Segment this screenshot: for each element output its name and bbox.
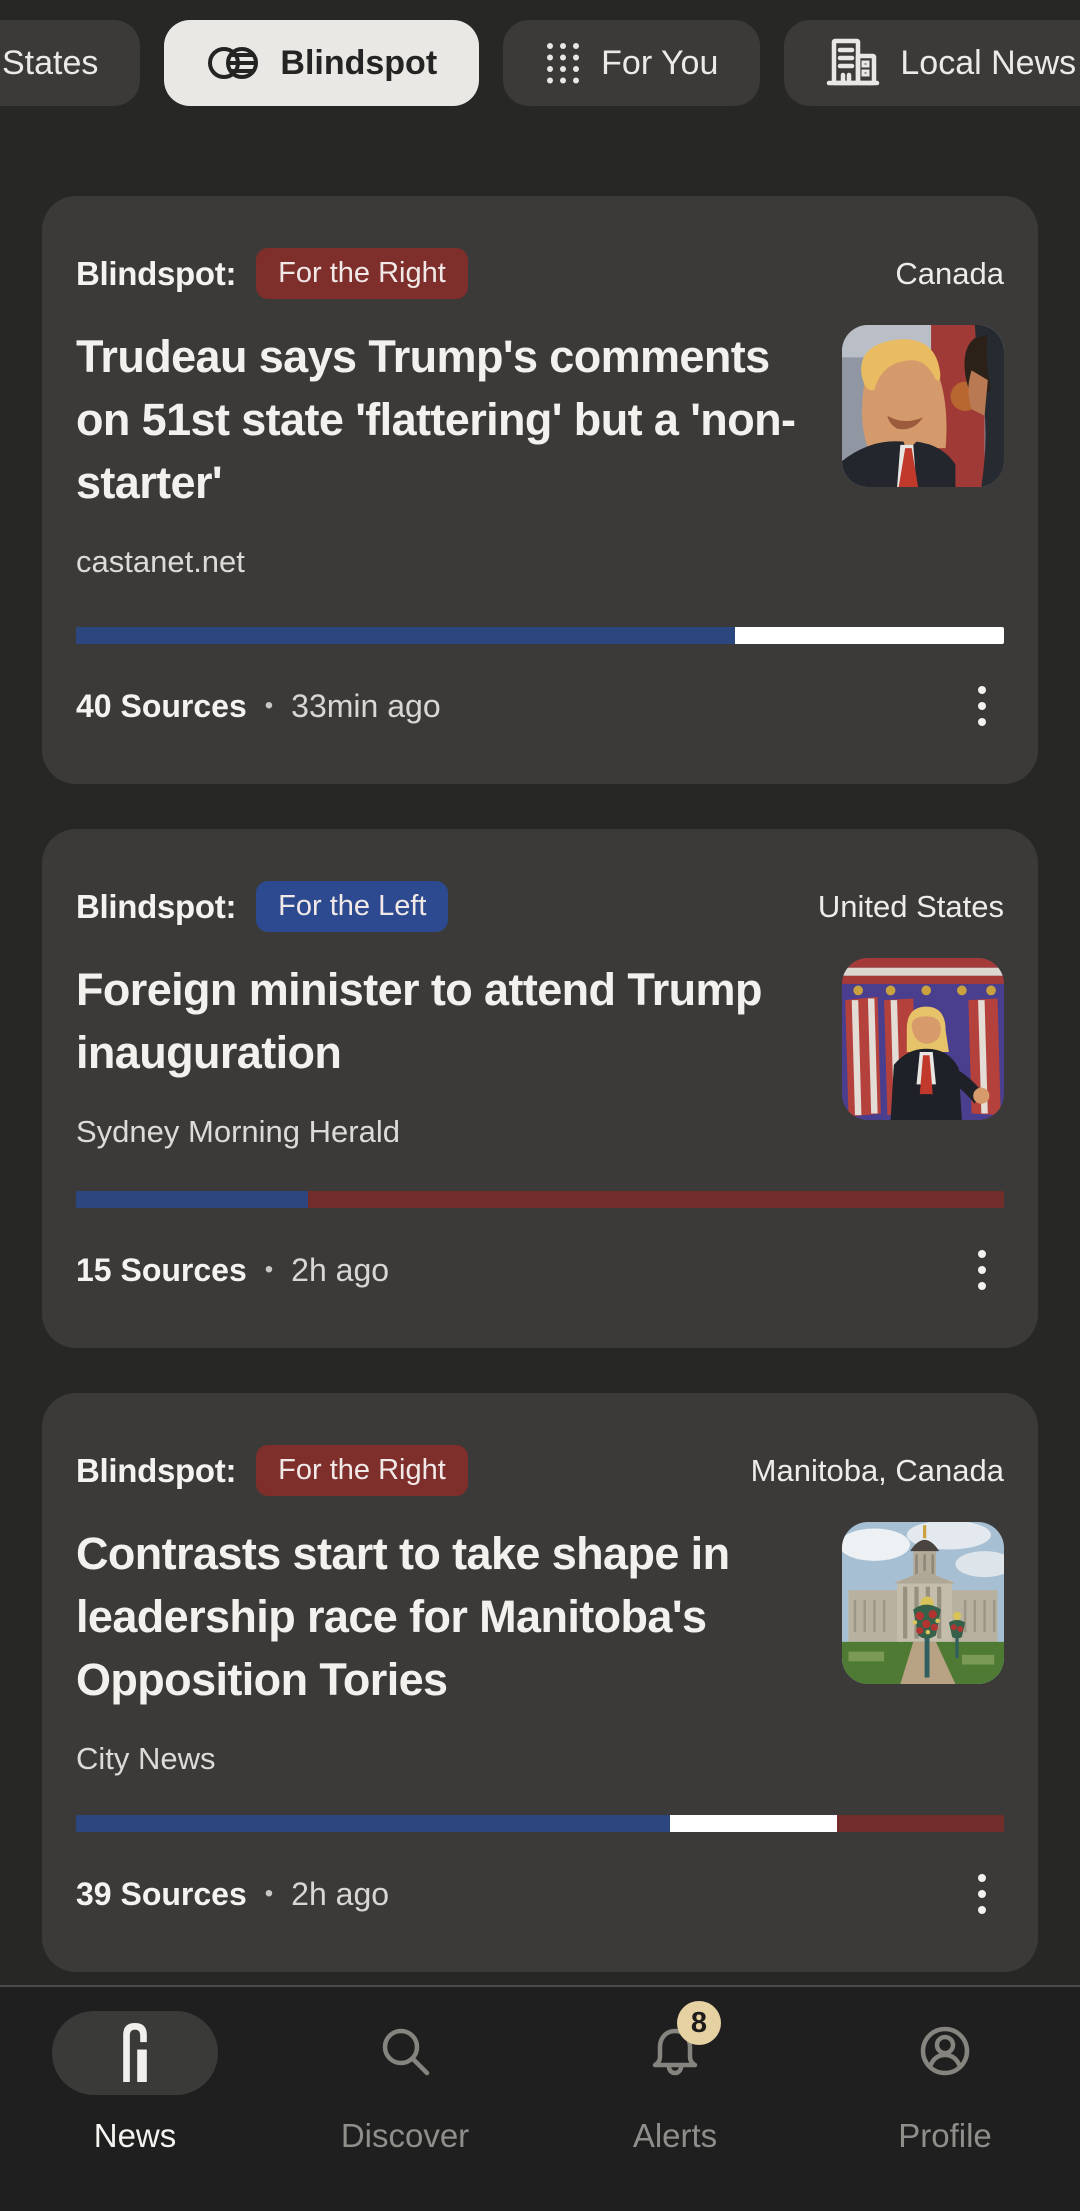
coverage-segment-center: [669, 1815, 837, 1832]
card-body: Foreign minister to attend Trump inaugur…: [76, 958, 1004, 1150]
dot-separator: •: [264, 1880, 274, 1907]
card-body: Contrasts start to take shape in leaders…: [76, 1522, 1004, 1777]
article-card[interactable]: Blindspot: For the Left United States Fo…: [42, 829, 1038, 1348]
blindspot-prefix: Blindspot:: [76, 887, 237, 925]
card-footer: 15 Sources • 2h ago: [76, 1248, 1004, 1292]
card-body: Trudeau says Trump's comments on 51st st…: [76, 325, 1004, 580]
coverage-segment-right: [308, 1191, 1004, 1208]
time-ago: 33min ago: [291, 687, 441, 724]
blindspot-prefix: Blindspot:: [76, 1451, 237, 1489]
nav-label-discover: Discover: [340, 2117, 470, 2154]
tab-blindspot-label: Blindspot: [280, 43, 438, 82]
tab-for-you-label: For You: [601, 43, 719, 82]
card-footer: 39 Sources • 2h ago: [76, 1872, 1004, 1916]
location-label: United States: [817, 888, 1004, 924]
article-card[interactable]: Blindspot: For the Right Manitoba, Canad…: [42, 1393, 1038, 1972]
more-options-icon[interactable]: [960, 684, 1004, 728]
article-source: Sydney Morning Herald: [76, 1114, 400, 1149]
alerts-count-badge: 8: [677, 2001, 721, 2045]
tab-local-news[interactable]: Local News: [784, 20, 1080, 106]
ground-news-logo-icon: [118, 2020, 152, 2087]
bias-badge: For the Left: [256, 881, 449, 932]
article-title: Trudeau says Trump's comments on 51st st…: [76, 331, 796, 508]
tab-states[interactable]: States: [0, 20, 141, 106]
coverage-segment-right: [836, 1815, 1004, 1832]
tab-blindspot[interactable]: Blindspot: [164, 20, 480, 106]
article-title: Foreign minister to attend Trump inaugur…: [76, 964, 762, 1078]
more-options-icon[interactable]: [960, 1248, 1004, 1292]
coverage-distribution-bar[interactable]: [76, 1815, 1004, 1832]
bottom-nav-bar: News Discover: [0, 1985, 1080, 2211]
blindspot-prefix: Blindspot:: [76, 254, 237, 292]
card-header: Blindspot: For the Right Manitoba, Canad…: [76, 1393, 1004, 1496]
search-icon: [377, 2023, 433, 2084]
active-nav-pill: [52, 2011, 218, 2095]
article-source: castanet.net: [76, 544, 245, 579]
article-source: City News: [76, 1741, 216, 1776]
coverage-distribution-bar[interactable]: [76, 1191, 1004, 1208]
bias-badge: For the Right: [256, 1445, 468, 1496]
card-header: Blindspot: For the Right Canada: [76, 196, 1004, 299]
nav-item-alerts[interactable]: 8 Alerts: [540, 1987, 810, 2211]
bias-badge: For the Right: [256, 248, 468, 299]
sources-count: 39 Sources: [76, 1875, 247, 1912]
article-thumbnail-trump-trudeau: [842, 325, 1004, 487]
article-thumbnail-trump-flags: [842, 958, 1004, 1120]
coverage-segment-left: [76, 1815, 670, 1832]
grid-dots-icon: [545, 40, 581, 86]
nav-label-news: News: [93, 2117, 177, 2154]
nav-label-alerts: Alerts: [632, 2117, 718, 2154]
card-footer: 40 Sources • 33min ago: [76, 684, 1004, 728]
sources-count: 40 Sources: [76, 687, 247, 724]
coverage-distribution-bar[interactable]: [76, 627, 1004, 644]
blindspot-icon: [206, 43, 260, 83]
article-thumbnail-manitoba-legislature: [842, 1522, 1004, 1684]
tab-states-label: States: [2, 43, 99, 82]
dot-separator: •: [264, 1256, 274, 1283]
coverage-segment-center: [734, 627, 1004, 644]
nav-item-discover[interactable]: Discover: [270, 1987, 540, 2211]
article-card[interactable]: Blindspot: For the Right Canada Trudeau …: [42, 196, 1038, 784]
coverage-segment-left: [76, 627, 735, 644]
building-icon: [826, 38, 880, 88]
time-ago: 2h ago: [291, 1251, 390, 1288]
nav-label-profile: Profile: [898, 2117, 992, 2154]
more-options-icon[interactable]: [960, 1872, 1004, 1916]
location-label: Canada: [895, 255, 1004, 291]
dot-separator: •: [264, 692, 274, 719]
profile-icon: [917, 2023, 973, 2084]
card-header: Blindspot: For the Left United States: [76, 829, 1004, 932]
time-ago: 2h ago: [291, 1875, 390, 1912]
article-title: Contrasts start to take shape in leaders…: [76, 1528, 730, 1705]
top-tab-bar: States Blindspot: [0, 20, 1080, 106]
nav-item-news[interactable]: News: [0, 1987, 270, 2211]
location-label: Manitoba, Canada: [750, 1452, 1004, 1488]
nav-item-profile[interactable]: Profile: [810, 1987, 1080, 2211]
sources-count: 15 Sources: [76, 1251, 247, 1288]
coverage-segment-left: [76, 1191, 308, 1208]
tab-for-you[interactable]: For You: [503, 20, 761, 106]
tab-local-news-label: Local News: [900, 43, 1077, 82]
